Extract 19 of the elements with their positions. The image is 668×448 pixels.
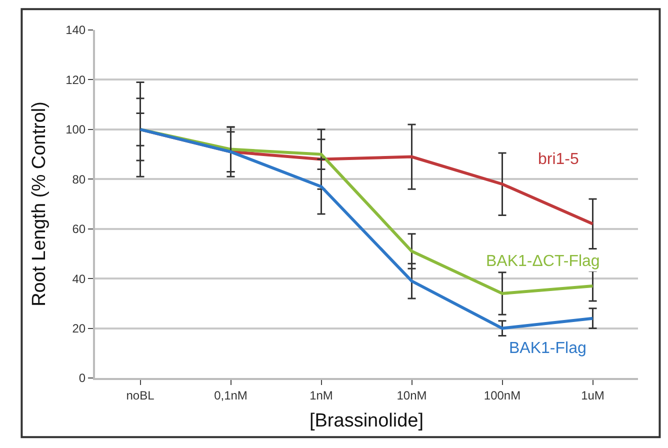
y-tick-label: 140 xyxy=(66,23,86,38)
x-tick-label: 100nM xyxy=(484,388,521,402)
y-axis-title: Root Length (% Control) xyxy=(28,102,50,306)
series-label: bri1-5 xyxy=(538,151,580,168)
y-tick-label: 20 xyxy=(72,321,86,336)
y-tick-label: 40 xyxy=(72,272,86,286)
series-label: BAK1-Flag xyxy=(509,340,586,357)
x-axis-title: [Brassinolide] xyxy=(309,410,424,432)
x-tick-label: 1nM xyxy=(310,388,333,402)
x-tick-label: 0,1nM xyxy=(214,388,248,402)
y-tick-label: 120 xyxy=(66,72,86,87)
x-tick-label: 1uM xyxy=(581,388,604,402)
y-tick-label: 100 xyxy=(66,122,86,137)
series-label: BAK1-ΔCT-Flag xyxy=(486,253,600,270)
x-tick-label: noBL xyxy=(126,388,155,402)
y-tick-label: 60 xyxy=(72,222,86,236)
x-tick-label: 10nM xyxy=(396,388,427,402)
y-tick-label: 0 xyxy=(78,371,86,386)
y-tick-label: 80 xyxy=(72,172,86,186)
